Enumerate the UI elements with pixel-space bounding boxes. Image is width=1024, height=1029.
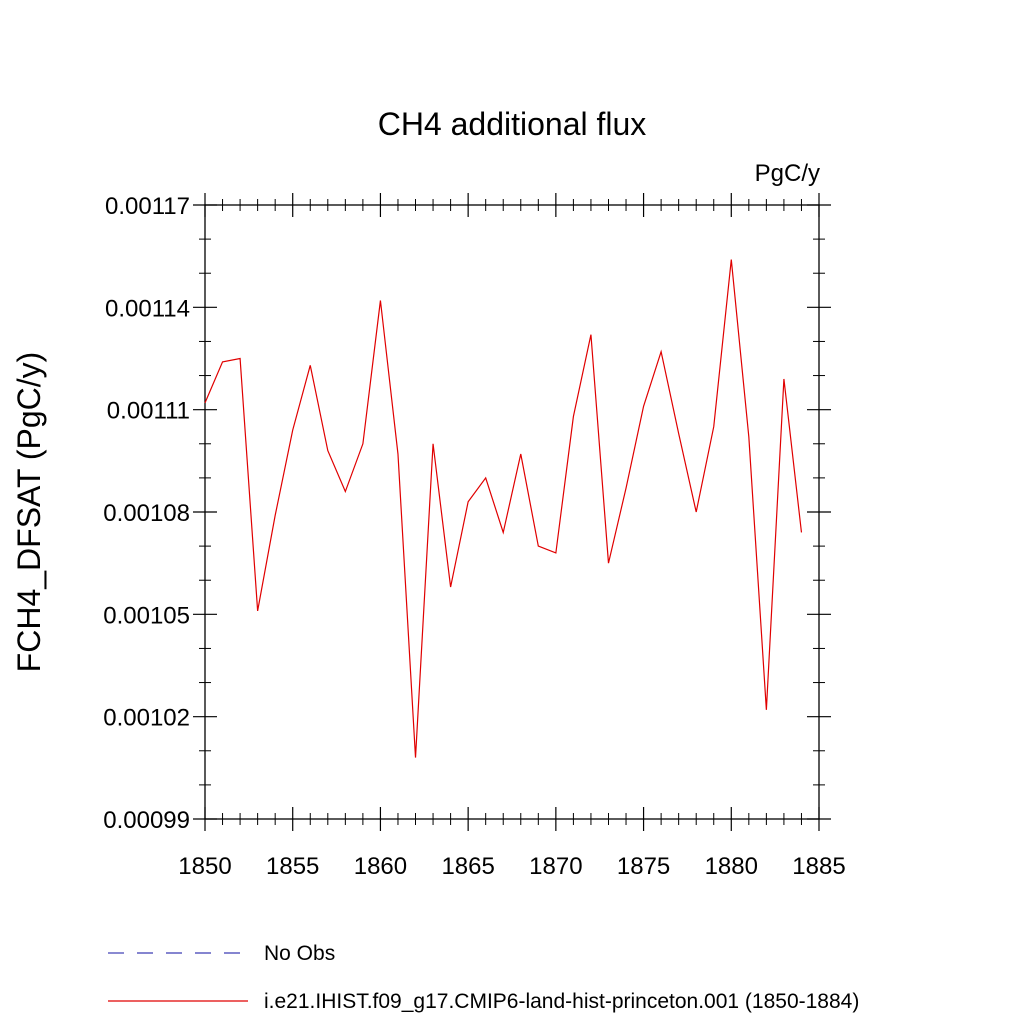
chart-title: CH4 additional flux [378, 106, 647, 142]
x-tick-labels: 1850 1855 1860 1865 1870 1875 1880 1885 [178, 853, 845, 880]
x-tick-label: 1855 [266, 853, 319, 880]
legend-label-no-obs: No Obs [264, 942, 335, 965]
y-tick-label: 0.00117 [105, 193, 190, 220]
legend-label-series: i.e21.IHIST.f09_g17.CMIP6-land-hist-prin… [264, 990, 859, 1013]
y-axis-label: FCH4_DFSAT (PgC/y) [11, 352, 47, 673]
x-tick-label: 1870 [529, 853, 582, 880]
series-points [204, 258, 803, 759]
units-label: PgC/y [755, 160, 820, 187]
x-tick-label: 1860 [354, 853, 407, 880]
x-tick-label: 1875 [617, 853, 670, 880]
y-tick-label: 0.00099 [103, 807, 190, 834]
y-tick-label: 0.00111 [107, 398, 190, 425]
series-line [204, 259, 803, 758]
axis-ticks [193, 193, 831, 831]
x-tick-label: 1880 [705, 853, 758, 880]
y-tick-label: 0.00114 [105, 295, 190, 322]
legend: No Obs i.e21.IHIST.f09_g17.CMIP6-land-hi… [108, 942, 859, 1013]
y-tick-labels: 0.00099 0.00102 0.00105 0.00108 0.00111 0.001… [103, 193, 190, 834]
y-tick-label: 0.00105 [103, 602, 190, 629]
x-tick-label: 1865 [441, 853, 494, 880]
y-tick-label: 0.00102 [103, 705, 190, 732]
x-tick-label: 1850 [178, 853, 231, 880]
x-tick-label: 1885 [792, 853, 845, 880]
y-tick-label: 0.00108 [103, 500, 190, 527]
